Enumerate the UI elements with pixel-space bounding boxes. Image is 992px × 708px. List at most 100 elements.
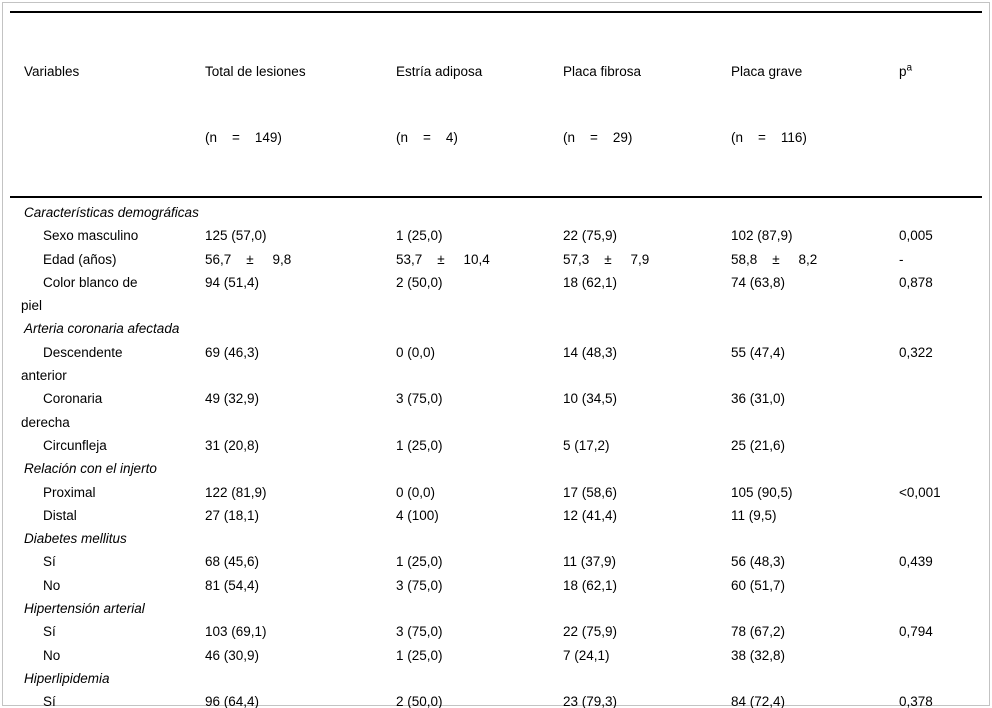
value-cell: 3 (75,0): [396, 577, 443, 593]
table-row: Descendente anterior 69 (46,3) 0 (0,0) 14 (…: [10, 341, 982, 388]
variable-label-cell: Color blanco de piel: [10, 271, 205, 318]
value-cell: 2 (50,0): [396, 274, 443, 290]
table-header-row: Variables Total de lesiones (n = 149) Es…: [10, 13, 982, 196]
table-row: Proximal 122 (81,9) 0 (0,0) 17 (58,6) 105 (9…: [10, 481, 982, 504]
value-cell: 0 (0,0): [396, 484, 436, 500]
variable-label: Proximal: [43, 484, 96, 500]
column-header-total-lesiones: Total de lesiones (n = 149): [205, 17, 396, 193]
value-cell: 36 (31,0): [731, 391, 786, 407]
section-label: Relación con el injerto: [24, 461, 157, 477]
table-row: Distal 27 (18,1) 4 (100) 12 (41,4) 11 (9,5): [10, 504, 982, 527]
variable-label-cell: No: [10, 644, 205, 667]
variable-label-cell: Sí: [10, 690, 205, 708]
section-row: Características demográficas: [10, 201, 982, 224]
section-row: Diabetes mellitus: [10, 527, 982, 550]
variable-label: Sexo masculino: [43, 228, 139, 244]
variable-label-cell: Características demográficas: [10, 201, 982, 224]
value-cell: 68 (45,6): [205, 554, 260, 570]
value-cell: 22 (75,9): [563, 624, 618, 640]
value-cell: 0 (0,0): [396, 344, 436, 360]
variable-label-cell: Sí: [10, 620, 205, 643]
column-header-label: Placa fibrosa: [563, 64, 642, 79]
variable-label: Coronaria derecha: [21, 391, 103, 430]
value-cell: 46 (30,9): [205, 647, 260, 663]
p-value-cell: <0,001: [899, 484, 941, 500]
p-value-cell: 0,005: [899, 228, 933, 244]
value-cell: 58,8 ± 8,2: [731, 251, 818, 267]
variable-label-cell: Sí: [10, 550, 205, 573]
variable-label-cell: Proximal: [10, 481, 205, 504]
p-value-cell: 0,439: [899, 554, 933, 570]
table-row: Edad (años) 56,7 ± 9,8 53,7 ± 10,4 57,3 ± 7…: [10, 248, 982, 271]
value-cell: 5 (17,2): [563, 437, 610, 453]
column-header-p: pa: [899, 17, 982, 127]
value-cell: 1 (25,0): [396, 647, 443, 663]
value-cell: 53,7 ± 10,4: [396, 251, 490, 267]
value-cell: 60 (51,7): [731, 577, 786, 593]
p-value-cell: 0,322: [899, 344, 933, 360]
column-header-label: pa: [899, 62, 913, 79]
value-cell: 78 (67,2): [731, 624, 786, 640]
value-cell: 55 (47,4): [731, 344, 786, 360]
section-label: Arteria coronaria afectada: [24, 321, 180, 337]
table-row: Color blanco de piel 94 (51,4) 2 (50,0) 18 …: [10, 271, 982, 318]
value-cell: 3 (75,0): [396, 391, 443, 407]
value-cell: 1 (25,0): [396, 437, 443, 453]
value-cell: 74 (63,8): [731, 274, 786, 290]
variable-label: Color blanco de piel: [21, 274, 138, 314]
column-header-label: Variables: [24, 64, 80, 79]
value-cell: 23 (79,3): [563, 694, 618, 708]
variable-label: Descendente anterior: [21, 344, 123, 384]
variable-label-cell: Arteria coronaria afectada: [10, 317, 982, 340]
value-cell: 69 (46,3): [205, 344, 260, 360]
value-cell: 84 (72,4): [731, 694, 786, 708]
column-header-label: Estría adiposa: [396, 64, 483, 79]
section-label: Hiperlipidemia: [24, 670, 110, 686]
column-header-label: Placa grave: [731, 64, 803, 79]
variable-label: Circunfleja: [43, 437, 107, 453]
variable-label-cell: Descendente anterior: [10, 341, 205, 388]
value-cell: 94 (51,4): [205, 274, 260, 290]
value-cell: 31 (20,8): [205, 437, 260, 453]
variable-label-cell: Relación con el injerto: [10, 457, 982, 480]
table-row: Coronaria derecha 49 (32,9) 3 (75,0) 10 (34…: [10, 387, 982, 434]
value-cell: 25 (21,6): [731, 437, 786, 453]
section-row: Arteria coronaria afectada: [10, 317, 982, 340]
value-cell: 2 (50,0): [396, 694, 443, 708]
value-cell: 56,7 ± 9,8: [205, 251, 292, 267]
variable-label-cell: Circunfleja: [10, 434, 205, 457]
section-row: Hiperlipidemia: [10, 667, 982, 690]
value-cell: 102 (87,9): [731, 228, 793, 244]
column-header-sub: (n = 149): [205, 130, 282, 145]
p-value-cell: 0,878: [899, 274, 933, 290]
table-row: Circunfleja 31 (20,8) 1 (25,0) 5 (17,2) 25 (…: [10, 434, 982, 457]
value-cell: 125 (57,0): [205, 228, 267, 244]
table-row: Sí 68 (45,6) 1 (25,0) 11 (37,9) 56 (48,3) 0,4…: [10, 550, 982, 573]
value-cell: 103 (69,1): [205, 624, 267, 640]
variable-label-cell: No: [10, 574, 205, 597]
value-cell: 27 (18,1): [205, 507, 260, 523]
variable-label-cell: Edad (años): [10, 248, 205, 271]
table-row: No 81 (54,4) 3 (75,0) 18 (62,1) 60 (51,7): [10, 574, 982, 597]
p-value-cell: 0,794: [899, 624, 933, 640]
value-cell: 3 (75,0): [396, 624, 443, 640]
value-cell: 1 (25,0): [396, 228, 443, 244]
table-row: Sí 96 (64,4) 2 (50,0) 23 (79,3) 84 (72,4) 0,3…: [10, 690, 982, 708]
value-cell: 105 (90,5): [731, 484, 793, 500]
value-cell: 7 (24,1): [563, 647, 610, 663]
variable-label-cell: Hiperlipidemia: [10, 667, 982, 690]
value-cell: 18 (62,1): [563, 577, 618, 593]
value-cell: 22 (75,9): [563, 228, 618, 244]
table-row: Sexo masculino 125 (57,0) 1 (25,0) 22 (75,9…: [10, 224, 982, 247]
section-row: Hipertensión arterial: [10, 597, 982, 620]
variable-label: Sí: [43, 694, 56, 708]
column-header-estria-adiposa: Estría adiposa (n = 4): [396, 17, 563, 193]
section-label: Hipertensión arterial: [24, 601, 145, 617]
value-cell: 96 (64,4): [205, 694, 260, 708]
variable-label: Sí: [43, 554, 56, 570]
column-header-sub: (n = 4): [396, 130, 458, 145]
value-cell: 56 (48,3): [731, 554, 786, 570]
variable-label: Distal: [43, 507, 77, 523]
column-header-variables: Variables: [10, 17, 205, 171]
